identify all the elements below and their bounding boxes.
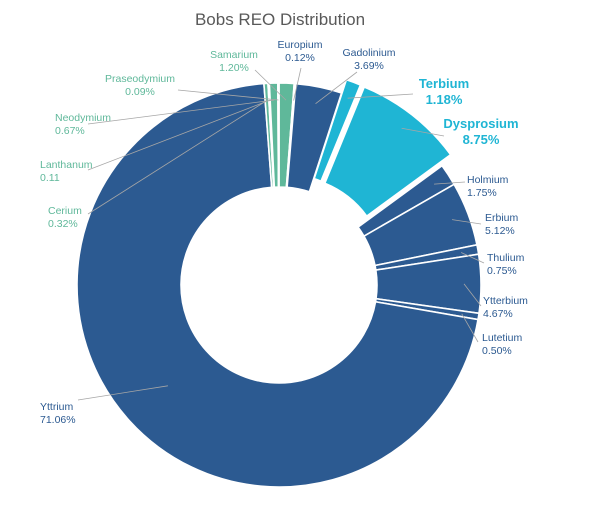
- value-label-erbium: 5.12%: [485, 225, 515, 237]
- value-label-praseodymium: 0.09%: [125, 86, 155, 98]
- leader-line-praseodymium: [177, 89, 279, 101]
- slice-yttrium: [76, 82, 479, 488]
- leader-line-erbium: [452, 219, 482, 225]
- leader-line-europium: [293, 67, 302, 101]
- leader-line-yttrium: [77, 385, 168, 401]
- leader-line-terbium: [347, 93, 414, 99]
- value-label-holmium: 1.75%: [467, 187, 497, 199]
- value-label-yttrium: 71.06%: [40, 414, 76, 426]
- label-praseodymium: Praseodymium: [105, 73, 175, 85]
- label-terbium: Terbium: [419, 76, 469, 91]
- label-samarium: Samarium: [210, 49, 258, 61]
- leader-line-gadolinium: [315, 71, 358, 104]
- label-dysprosium: Dysprosium: [443, 116, 518, 131]
- value-label-lanthanum: 0.11: [40, 172, 60, 184]
- leader-line-neodymium: [87, 99, 275, 125]
- label-gadolinium: Gadolinium: [342, 47, 395, 59]
- leader-line-ytterbium: [463, 283, 482, 307]
- leader-line-dysprosium: [401, 127, 445, 137]
- value-label-terbium: 1.18%: [426, 92, 463, 107]
- slice-gadolinium: [286, 82, 343, 193]
- value-label-gadolinium: 3.69%: [354, 60, 384, 72]
- label-thulium: Thulium: [487, 252, 525, 264]
- value-label-lutetium: 0.50%: [482, 345, 512, 357]
- leader-line-lanthanum: [87, 99, 270, 171]
- label-cerium: Cerium: [48, 205, 82, 217]
- value-label-neodymium: 0.67%: [55, 125, 85, 137]
- value-label-europium: 0.12%: [285, 52, 315, 64]
- label-holmium: Holmium: [467, 174, 509, 186]
- value-label-ytterbium: 4.67%: [483, 308, 513, 320]
- label-neodymium: Neodymium: [55, 112, 111, 124]
- slices-group: [76, 78, 482, 488]
- leader-line-holmium: [434, 181, 466, 185]
- slice-dysprosium: [323, 86, 452, 218]
- label-ytterbium: Ytterbium: [483, 295, 528, 307]
- label-erbium: Erbium: [485, 212, 519, 224]
- value-label-dysprosium: 8.75%: [463, 132, 500, 147]
- chart-title: Bobs REO Distribution: [195, 10, 365, 29]
- value-label-cerium: 0.32%: [48, 218, 78, 230]
- label-europium: Europium: [278, 39, 323, 51]
- slice-terbium: [313, 78, 362, 183]
- value-label-thulium: 0.75%: [487, 265, 517, 277]
- leader-lines-group: [77, 67, 485, 401]
- leader-line-cerium: [87, 100, 268, 215]
- value-label-samarium: 1.20%: [219, 62, 249, 74]
- leader-line-samarium: [254, 69, 287, 101]
- label-lanthanum: Lanthanum: [40, 159, 93, 171]
- label-yttrium: Yttrium: [40, 401, 74, 413]
- leader-line-lutetium: [461, 313, 479, 343]
- leader-line-thulium: [460, 252, 485, 264]
- slice-praseodymium: [277, 82, 280, 188]
- label-lutetium: Lutetium: [482, 332, 523, 344]
